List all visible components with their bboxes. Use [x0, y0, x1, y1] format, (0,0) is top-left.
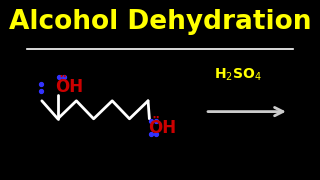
Text: Alcohol Dehydration: Alcohol Dehydration	[9, 9, 311, 35]
Text: ÖH: ÖH	[55, 78, 83, 96]
Text: H$_2$SO$_4$: H$_2$SO$_4$	[214, 66, 262, 83]
Text: ÖH: ÖH	[148, 119, 176, 137]
